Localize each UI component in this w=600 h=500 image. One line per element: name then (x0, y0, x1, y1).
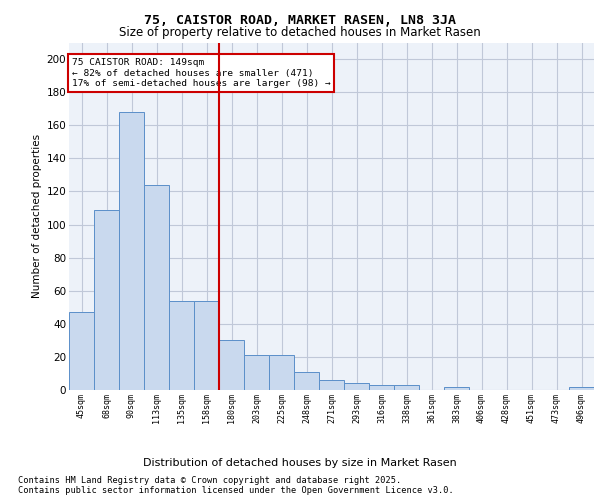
Bar (344, 384, 369, 390)
Bar (369, 385, 394, 390)
Text: 75, CAISTOR ROAD, MARKET RASEN, LN8 3JA: 75, CAISTOR ROAD, MARKET RASEN, LN8 3JA (144, 14, 456, 27)
Bar (169, 300, 194, 390)
Bar (394, 385, 419, 390)
Bar (94, 210, 119, 390)
Y-axis label: Number of detached properties: Number of detached properties (32, 134, 43, 298)
Text: Distribution of detached houses by size in Market Rasen: Distribution of detached houses by size … (143, 458, 457, 468)
Bar (194, 300, 219, 390)
Text: Contains HM Land Registry data © Crown copyright and database right 2025.: Contains HM Land Registry data © Crown c… (18, 476, 401, 485)
Bar (444, 386, 469, 390)
Bar (219, 340, 244, 390)
Bar (569, 386, 594, 390)
Bar (144, 185, 169, 390)
Bar (319, 380, 344, 390)
Bar (269, 355, 294, 390)
Bar (119, 112, 144, 390)
Text: 75 CAISTOR ROAD: 149sqm
← 82% of detached houses are smaller (471)
17% of semi-d: 75 CAISTOR ROAD: 149sqm ← 82% of detache… (71, 58, 331, 88)
Text: Contains public sector information licensed under the Open Government Licence v3: Contains public sector information licen… (18, 486, 454, 495)
Text: Size of property relative to detached houses in Market Rasen: Size of property relative to detached ho… (119, 26, 481, 39)
Bar (69, 312, 94, 390)
Bar (244, 355, 269, 390)
Bar (294, 372, 319, 390)
